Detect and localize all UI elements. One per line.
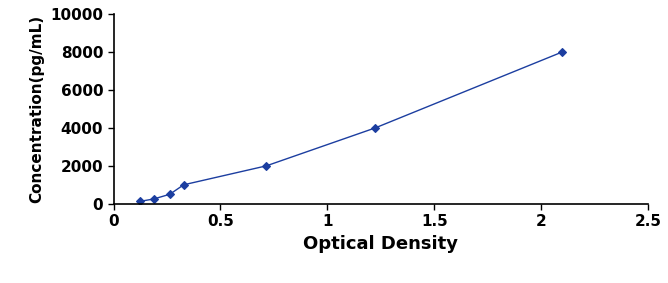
X-axis label: Optical Density: Optical Density: [303, 235, 458, 253]
Y-axis label: Concentration(pg/mL): Concentration(pg/mL): [29, 15, 45, 203]
